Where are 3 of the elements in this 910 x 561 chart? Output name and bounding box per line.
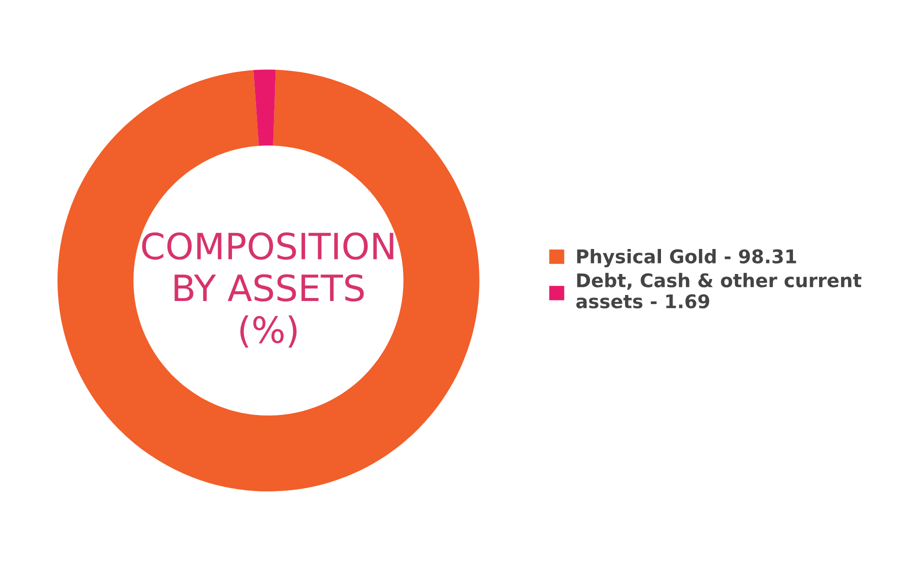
legend-label: Physical Gold - 98.31: [577, 248, 796, 268]
text: COMPOSITION BY ASSETS (%): [142, 232, 394, 348]
legend-label: Debt, Cash & other current assets - 1.69: [576, 272, 862, 308]
